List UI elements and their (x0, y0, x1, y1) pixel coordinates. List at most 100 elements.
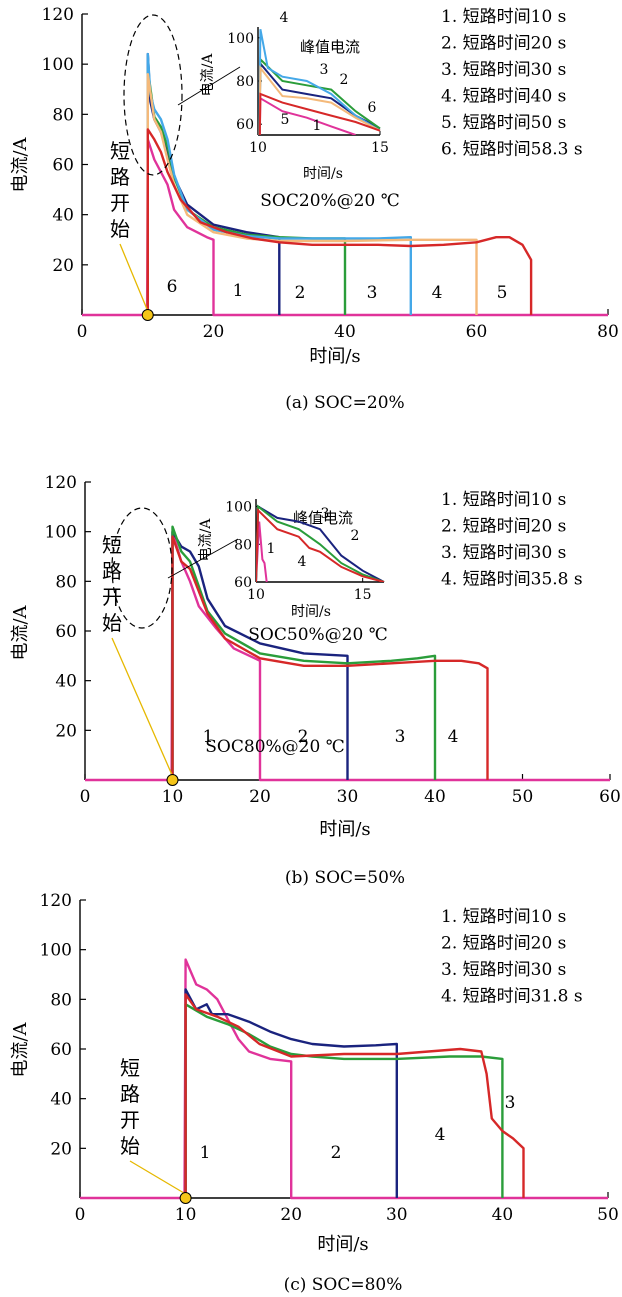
x-tick-label: 50 (512, 787, 534, 807)
start-label-char: 始 (110, 217, 130, 241)
inset-y-tick-label: 80 (234, 537, 252, 553)
curve-label-1: 1 (203, 727, 214, 747)
legend-entry: 2. 短路时间20 s (441, 34, 566, 54)
inset-curve-label-4: 4 (280, 10, 289, 26)
y-tick-label: 100 (42, 55, 74, 75)
peak-region-ellipse (123, 14, 183, 176)
inset-curve-label-5: 5 (281, 112, 290, 128)
inset-x-tick-label: 10 (249, 140, 267, 156)
y-tick-label: 20 (52, 256, 74, 276)
start-label-char: 始 (120, 1134, 140, 1158)
series-line-3 (171, 525, 437, 780)
condition-annotation: SOC50%@20 ℃ (248, 625, 387, 645)
inset-title: 峰值电流 (300, 38, 360, 56)
inset-chart: 60 80 100 10 15 时间/s 电流/A 峰值电流 1 2 3 4 (198, 499, 385, 620)
x-tick-label: 40 (424, 787, 446, 807)
peak-region-ellipse (111, 507, 173, 629)
curve-label-2: 2 (298, 727, 309, 747)
start-label-char: 开 (102, 585, 122, 609)
inset-series-line-4 (256, 507, 385, 582)
legend-entry: 1. 短路时间10 s (441, 907, 566, 927)
y-tick-label: 120 (45, 473, 77, 493)
series-line-3 (184, 1003, 504, 1198)
inset-series-line-3 (256, 504, 385, 582)
y-tick-label: 100 (45, 523, 77, 543)
inset-connector-line (167, 538, 239, 579)
inset-curve-label-2: 2 (340, 72, 349, 88)
curve-label-4: 4 (448, 727, 459, 747)
inset-y-axis-label: 电流/A (200, 53, 216, 97)
curve-label-1: 1 (233, 281, 244, 301)
x-tick-label: 10 (175, 1205, 197, 1225)
x-tick-label: 0 (80, 787, 91, 807)
y-tick-label: 60 (50, 1040, 72, 1060)
start-leader-line (129, 1160, 186, 1195)
inset-x-tick-label: 15 (371, 140, 389, 156)
panel-caption: (b) SOC=50% (285, 868, 405, 888)
inset-x-axis-label: 时间/s (303, 166, 343, 182)
y-tick-label: 100 (40, 941, 72, 961)
x-tick-label: 40 (334, 322, 356, 342)
inset-y-tick-label: 60 (236, 117, 254, 133)
y-tick-label: 120 (40, 891, 72, 911)
short-circuit-start-marker (141, 309, 154, 321)
start-label-char: 路 (110, 165, 130, 189)
y-tick-label: 60 (55, 622, 77, 642)
inset-curve-label-3: 3 (320, 62, 329, 78)
condition-annotation: SOC20%@20 ℃ (260, 191, 399, 211)
start-label-char: 短 (102, 533, 122, 557)
series-line-4 (171, 535, 489, 780)
y-tick-label: 20 (50, 1139, 72, 1159)
legend-entry: 3. 短路时间30 s (441, 960, 566, 980)
x-tick-label: 40 (492, 1205, 514, 1225)
legend-entry: 2. 短路时间20 s (441, 517, 566, 537)
curve-label-4: 4 (432, 283, 443, 303)
x-tick-label: 60 (599, 787, 621, 807)
inset-x-tick-label: 15 (354, 587, 372, 603)
y-tick-label: 80 (52, 105, 74, 125)
inset-x-tick-label: 10 (247, 587, 265, 603)
inset-series-line-6 (258, 92, 381, 135)
legend-entry: 6. 短路时间58.3 s (441, 140, 583, 160)
start-leader-line (119, 243, 149, 312)
curve-label-1: 1 (200, 1143, 211, 1163)
series-line-1 (80, 958, 608, 1200)
inset-curve-label-6: 6 (368, 100, 377, 116)
inset-curve-label-3: 3 (321, 506, 330, 522)
curve-label-5: 5 (497, 283, 508, 303)
inset-curve-label-2: 2 (351, 528, 360, 544)
inset-curve-label-1: 1 (267, 541, 276, 557)
start-label-char: 短 (110, 139, 130, 163)
inset-connector-line (177, 66, 241, 106)
x-axis-label: 时间/s (309, 346, 360, 367)
x-tick-label: 20 (280, 1205, 302, 1225)
start-label-char: 开 (120, 1108, 140, 1132)
inset-y-tick-label: 80 (236, 74, 254, 90)
inset-y-tick-label: 100 (225, 500, 252, 516)
x-axis-label: 时间/s (317, 1234, 368, 1255)
legend-entry: 4. 短路时间35.8 s (441, 570, 583, 590)
y-tick-label: 40 (52, 206, 74, 226)
inset-y-tick-label: 60 (234, 575, 252, 591)
inset-series-line-4 (258, 29, 381, 135)
x-tick-label: 30 (386, 1205, 408, 1225)
inset-series-line-5 (258, 65, 381, 135)
legend-entry: 3. 短路时间30 s (441, 60, 566, 80)
inset-curve-label-4: 4 (298, 554, 307, 570)
chart-panel-a: 20 40 60 80 100 120 0 20 40 60 80 电流/A 时间/s (a) SOC=2… (10, 5, 619, 413)
legend-entry: 1. 短路时间10 s (441, 7, 566, 27)
series-line-5 (146, 73, 478, 315)
y-tick-label: 20 (55, 721, 77, 741)
legend-entry: 3. 短路时间30 s (441, 543, 566, 563)
x-axis-label: 时间/s (319, 819, 370, 840)
short-circuit-start-marker (166, 774, 179, 786)
curve-label-3: 3 (367, 283, 378, 303)
curve-label-3: 3 (395, 727, 406, 747)
x-tick-label: 0 (77, 322, 88, 342)
start-leader-line (111, 637, 174, 777)
x-tick-label: 20 (203, 322, 225, 342)
curve-label-6: 6 (167, 277, 178, 297)
series-line-4 (184, 993, 525, 1198)
curve-label-3: 3 (505, 1093, 516, 1113)
